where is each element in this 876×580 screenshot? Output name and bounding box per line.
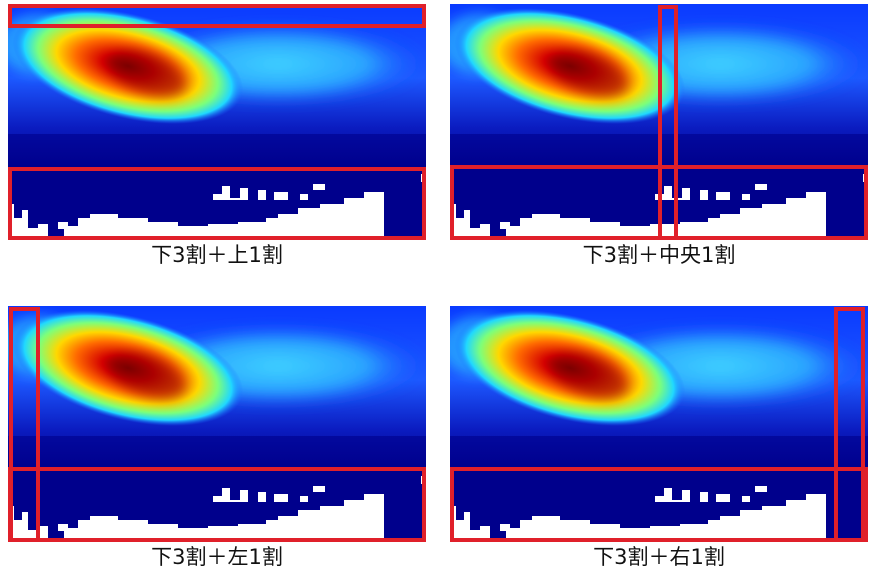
heatmap-image [450, 4, 868, 240]
panel-caption: 下3割＋上1割 [151, 243, 283, 267]
heatmap-image [450, 306, 868, 542]
highlight-box-top [8, 4, 426, 28]
panel-caption: 下3割＋中央1割 [582, 243, 736, 267]
highlight-box-bottom [450, 165, 868, 240]
highlight-box-bottom [8, 467, 426, 542]
heatmap-image [8, 306, 426, 542]
highlight-box-bottom [450, 467, 868, 542]
highlight-box-bottom [8, 167, 426, 240]
figure-panel-bottom-center [450, 4, 868, 240]
panel-caption: 下3割＋左1割 [151, 545, 283, 569]
figure-panel-bottom-right [450, 306, 868, 542]
panel-caption: 下3割＋右1割 [593, 545, 725, 569]
figure-panel-bottom-left [8, 306, 426, 542]
heatmap-image [8, 4, 426, 240]
figure-panel-bottom-top [8, 4, 426, 240]
